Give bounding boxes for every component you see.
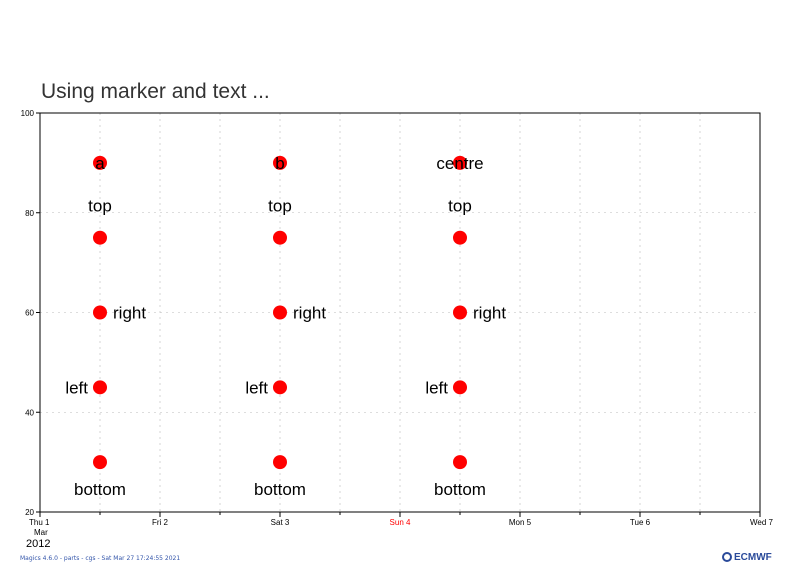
data-point-label: top (88, 197, 112, 216)
data-point-label: bottom (434, 480, 486, 499)
x-tick-label: Wed 7 (750, 518, 774, 527)
data-point-marker (93, 455, 107, 470)
y-tick-label: 60 (25, 309, 34, 318)
data-point-marker (273, 305, 287, 320)
x-year-label: 2012 (26, 538, 50, 550)
data-point-label: a (95, 154, 105, 173)
x-tick-label: Fri 2 (152, 518, 169, 527)
data-point-marker (273, 230, 287, 245)
ecmwf-logo-text: ECMWF (734, 551, 772, 563)
data-point-marker (93, 305, 107, 320)
x-tick-label: Tue 6 (630, 518, 651, 527)
data-point-label: left (65, 378, 88, 397)
data-point-label: top (268, 197, 292, 216)
x-tick-label: Sat 3 (271, 518, 290, 527)
data-point-label: b (275, 154, 284, 173)
data-point-label: left (245, 378, 268, 397)
data-point-marker (93, 230, 107, 245)
x-tick-label: Sun 4 (390, 518, 411, 527)
data-point-marker (273, 380, 287, 395)
data-point-marker (93, 155, 107, 170)
data-point-label: top (448, 197, 472, 216)
data-point-label: right (473, 304, 506, 323)
data-point-label: bottom (74, 480, 126, 499)
data-point-label: bottom (254, 480, 306, 499)
x-tick-label: Thu 1 (29, 518, 50, 527)
footer-credits: Magics 4.6.0 - parts - cgs - Sat Mar 27 … (20, 555, 181, 562)
y-tick-label: 80 (25, 209, 34, 218)
data-point-label: right (293, 304, 326, 323)
data-point-label: left (425, 378, 448, 397)
data-point-marker (453, 305, 467, 320)
data-point-label: centre (436, 154, 483, 173)
data-point-marker (273, 455, 287, 470)
data-point-marker (453, 380, 467, 395)
ecmwf-logo-icon (722, 552, 732, 562)
data-point-label: right (113, 304, 146, 323)
chart-title: Using marker and text ... (41, 80, 270, 103)
y-tick-label: 40 (25, 408, 34, 417)
data-point-marker (453, 230, 467, 245)
y-tick-label: 100 (21, 109, 35, 118)
ecmwf-logo: ECMWF (722, 550, 772, 564)
y-tick-label: 20 (25, 508, 34, 517)
x-tick-label: Mon 5 (509, 518, 532, 527)
data-point-marker (453, 155, 467, 170)
x-tick-sublabel: Mar (34, 528, 48, 537)
data-point-marker (273, 155, 287, 170)
data-point-marker (93, 380, 107, 395)
data-point-marker (453, 455, 467, 470)
